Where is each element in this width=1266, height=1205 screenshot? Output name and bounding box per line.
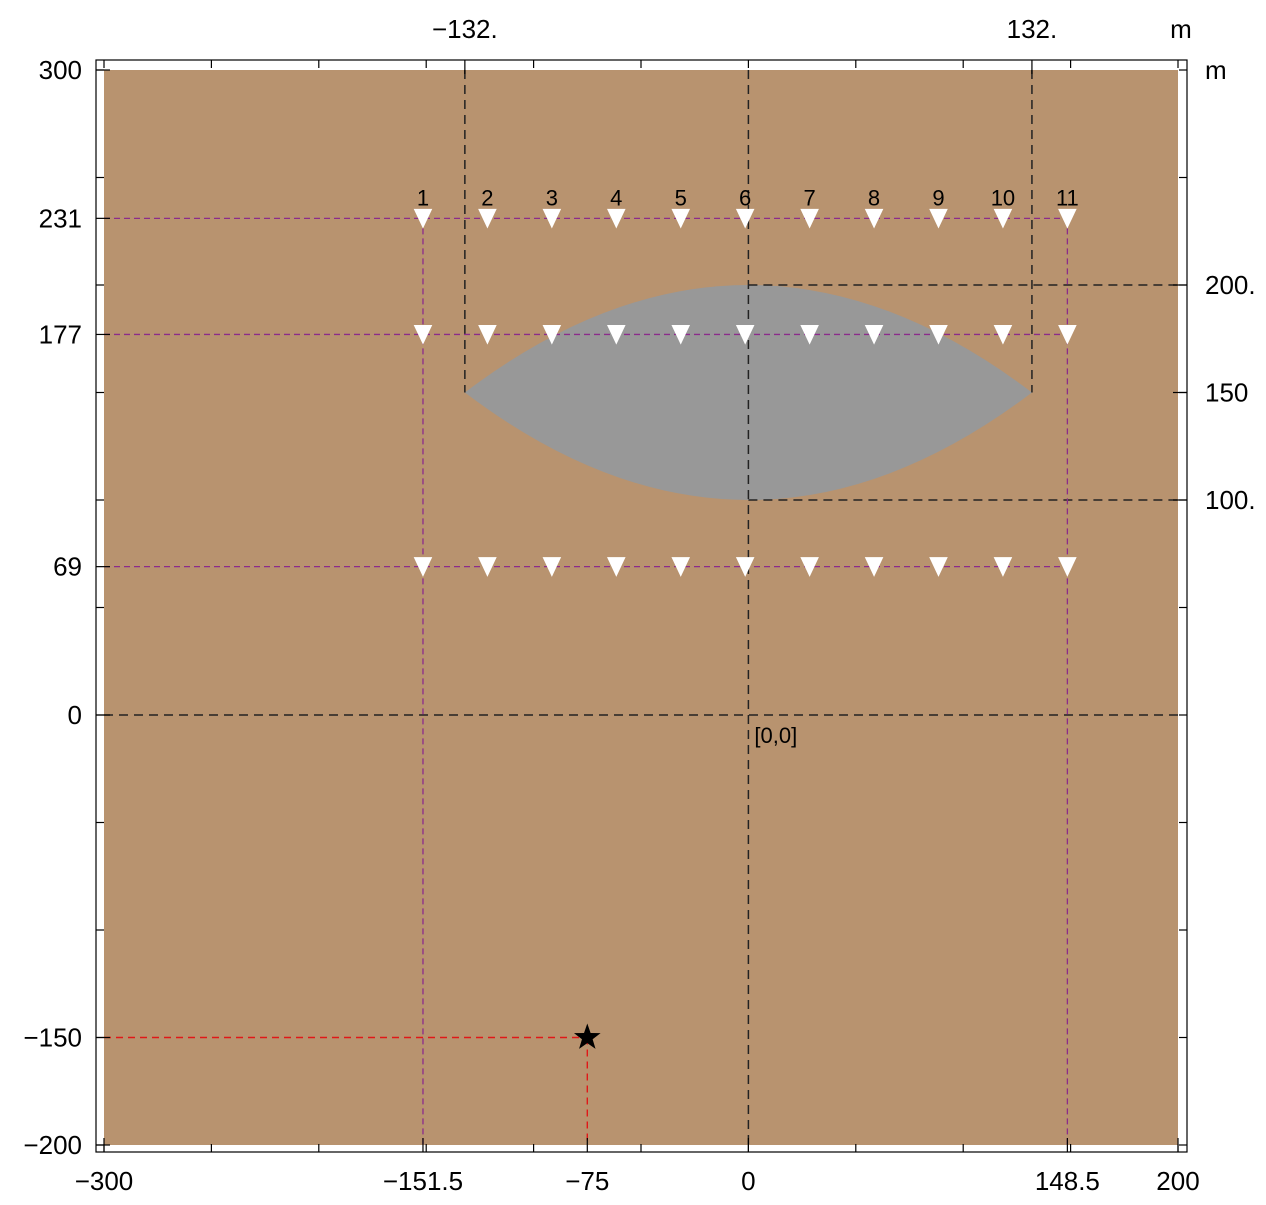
- receiver-column-label: 5: [675, 185, 687, 210]
- receiver-column-label: 11: [1056, 185, 1079, 210]
- receiver-triangle-icon: [800, 557, 819, 577]
- bottom-tick-label: −300: [75, 1166, 134, 1196]
- receiver-triangle-icon: [993, 324, 1013, 345]
- receiver-column-labels: 1 2 3 4 5 6 7 8 9 10 11: [417, 185, 1079, 210]
- receiver-column-label: 2: [481, 185, 493, 210]
- left-tick-label: 300: [39, 55, 82, 85]
- receiver-column-label: 7: [803, 185, 815, 210]
- ground-region: [104, 70, 1178, 1145]
- receiver-triangle-icon: [542, 208, 562, 229]
- receiver-triangle-icon: [478, 557, 497, 577]
- receiver-triangle-icon: [413, 324, 433, 345]
- left-tick-label: 231: [39, 203, 82, 233]
- receiver-triangle-icon: [735, 208, 755, 229]
- receiver-column-label: 4: [610, 185, 622, 210]
- receiver-column-label: 3: [546, 185, 558, 210]
- right-tick-label: 100.: [1205, 485, 1256, 515]
- source-guide-lines: [104, 1036, 588, 1145]
- receiver-triangle-icon: [607, 324, 626, 345]
- top-tick-label: 132.: [1007, 14, 1058, 44]
- bottom-tick-label: 200: [1156, 1166, 1199, 1196]
- top-tick-label: −132.: [432, 14, 498, 44]
- receiver-triangle-icon: [929, 557, 948, 577]
- receiver-triangle-icon: [800, 208, 819, 229]
- receiver-triangle-icon: [478, 324, 497, 345]
- left-tick-label: −200: [23, 1130, 82, 1160]
- receiver-triangle-icon: [413, 208, 433, 229]
- receiver-markers: [413, 208, 1077, 577]
- receiver-triangle-icon: [993, 557, 1013, 577]
- receiver-triangle-icon: [864, 324, 884, 345]
- guide-lines: [104, 70, 1178, 1145]
- left-tick-label: −150: [23, 1023, 82, 1053]
- receiver-column-label: 8: [868, 185, 880, 210]
- left-tick-label: 177: [39, 319, 82, 349]
- receiver-column-label: 10: [991, 185, 1015, 210]
- receiver-triangle-icon: [800, 324, 819, 345]
- axis-tick-labels: −300 −151.5 −75 0 148.5 200300231177690−150−2…: [23, 14, 1255, 1196]
- receiver-triangle-icon: [1058, 557, 1077, 577]
- receiver-triangle-icon: [735, 324, 755, 345]
- receiver-triangle-icon: [929, 208, 948, 229]
- receiver-triangle-icon: [864, 208, 884, 229]
- receiver-triangle-icon: [735, 557, 755, 577]
- receiver-column-label: 6: [739, 185, 751, 210]
- receiver-triangle-icon: [413, 557, 433, 577]
- receiver-triangle-icon: [607, 557, 626, 577]
- receiver-column-label: 9: [932, 185, 944, 210]
- bottom-tick-label: −75: [565, 1166, 609, 1196]
- bottom-tick-label: 0: [741, 1166, 755, 1196]
- axis-ticks: [96, 60, 1187, 1152]
- receiver-triangle-icon: [929, 324, 948, 345]
- right-tick-label: 150: [1205, 378, 1248, 408]
- receiver-triangle-icon: [671, 557, 691, 577]
- left-tick-label: 69: [53, 552, 82, 582]
- bottom-tick-label: 148.5: [1035, 1166, 1100, 1196]
- receiver-triangle-icon: [671, 324, 691, 345]
- receiver-triangle-icon: [1058, 208, 1077, 229]
- receiver-triangle-icon: [542, 557, 562, 577]
- receiver-triangle-icon: [864, 557, 884, 577]
- receiver-column-label: 1: [417, 185, 429, 210]
- receiver-triangle-icon: [542, 324, 562, 345]
- bottom-tick-label: −151.5: [383, 1166, 463, 1196]
- receiver-triangle-icon: [671, 208, 691, 229]
- receiver-triangle-icon: [607, 208, 626, 229]
- right-tick-label: 200.: [1205, 270, 1256, 300]
- top-axis-unit-label: m: [1170, 14, 1192, 44]
- source-star-icon: [573, 1023, 601, 1049]
- receiver-triangle-icon: [993, 208, 1013, 229]
- receiver-triangle-icon: [478, 208, 497, 229]
- receiver-grid-lines: [104, 217, 1069, 1145]
- receiver-triangle-icon: [1058, 324, 1077, 345]
- origin-label: [0,0]: [754, 723, 797, 748]
- left-tick-label: 0: [68, 700, 82, 730]
- right-axis-unit-label: m: [1205, 55, 1227, 85]
